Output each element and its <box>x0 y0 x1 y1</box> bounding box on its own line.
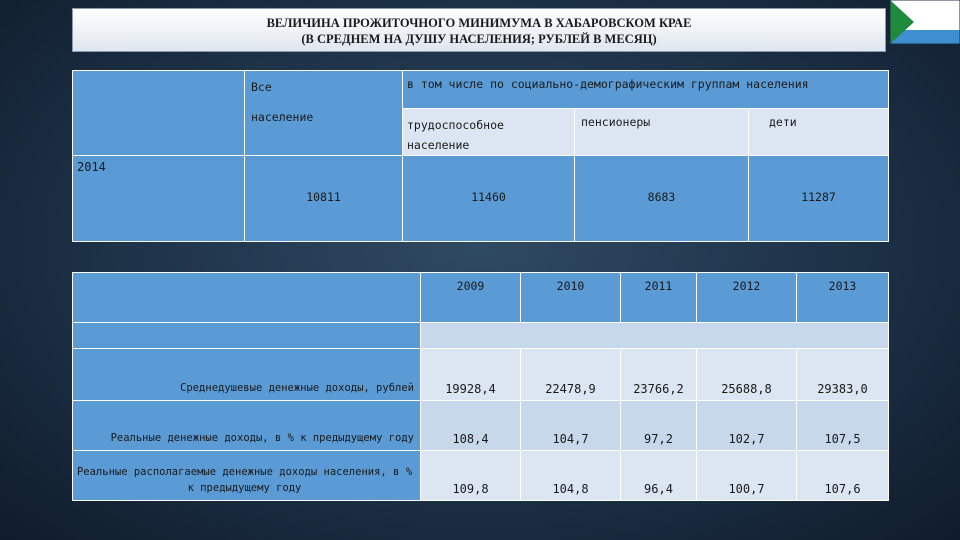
table-cell: 104,7 <box>520 400 621 451</box>
table-cell: 100,7 <box>696 450 797 501</box>
year-header: 2010 <box>520 272 621 323</box>
value-all: 10811 <box>244 155 403 242</box>
year-cell: 2014 <box>72 155 245 242</box>
value-all-text: 10811 <box>306 190 341 204</box>
subheader-working-age: трудоспособное население <box>402 108 575 156</box>
value-working-text: 11460 <box>471 190 506 204</box>
spacer-cell <box>72 322 421 349</box>
table-cell: 23766,2 <box>620 348 697 401</box>
income-table: 2009 2010 2011 2012 2013 Среднедушевые д… <box>72 272 889 501</box>
title-line-2: (В СРЕДНЕМ НА ДУШУ НАСЕЛЕНИЯ; РУБЛЕЙ В М… <box>301 32 657 46</box>
slide-title: ВЕЛИЧИНА ПРОЖИТОЧНОГО МИНИМУМА В ХАБАРОВ… <box>72 8 886 52</box>
table-cell: 104,8 <box>520 450 621 501</box>
spacer-band <box>420 322 889 349</box>
table-cell: 97,2 <box>620 400 697 451</box>
year-header: 2013 <box>796 272 889 323</box>
table1-corner-cell <box>72 70 245 156</box>
subsistence-minimum-table: Все население в том числе по социально-д… <box>72 70 890 242</box>
table-cell: 22478,9 <box>520 348 621 401</box>
header-all-line-1: Все <box>251 80 272 94</box>
table-row: Реальные располагаемые денежные доходы н… <box>72 450 889 501</box>
value-working: 11460 <box>402 155 575 242</box>
table-cell: 102,7 <box>696 400 797 451</box>
subheader-children: дети <box>747 108 890 156</box>
table-cell: 19928,4 <box>420 348 521 401</box>
row-label: Реальные денежные доходы, в % к предыдущ… <box>72 400 421 451</box>
table-cell: 96,4 <box>620 450 697 501</box>
table2-corner-cell <box>72 272 421 323</box>
header-all-line-2: население <box>251 110 314 124</box>
table-cell: 29383,0 <box>796 348 889 401</box>
value-children-text: 11287 <box>801 190 836 204</box>
year-header: 2011 <box>620 272 697 323</box>
value-pensioners-text: 8683 <box>647 190 676 204</box>
value-children: 11287 <box>747 155 890 242</box>
year-header: 2009 <box>420 272 521 323</box>
header-all-population: Все население <box>244 70 403 156</box>
table-cell: 108,4 <box>420 400 521 451</box>
row-label: Среднедушевые денежные доходы, рублей <box>72 348 421 401</box>
year-header: 2012 <box>696 272 797 323</box>
table-row: Среднедушевые денежные доходы, рублей 19… <box>72 348 889 401</box>
value-pensioners: 8683 <box>574 155 749 242</box>
title-line-1: ВЕЛИЧИНА ПРОЖИТОЧНОГО МИНИМУМА В ХАБАРОВ… <box>266 16 692 30</box>
table-cell: 107,6 <box>796 450 889 501</box>
table-cell: 25688,8 <box>696 348 797 401</box>
row-label: Реальные располагаемые денежные доходы н… <box>72 450 421 501</box>
khabarovsk-flag-icon <box>890 0 960 44</box>
table-row: Реальные денежные доходы, в % к предыдущ… <box>72 400 889 451</box>
table-cell: 107,5 <box>796 400 889 451</box>
header-group: в том числе по социально-демографическим… <box>401 70 890 109</box>
subheader-pensioners: пенсионеры <box>574 108 749 156</box>
table-cell: 109,8 <box>420 450 521 501</box>
